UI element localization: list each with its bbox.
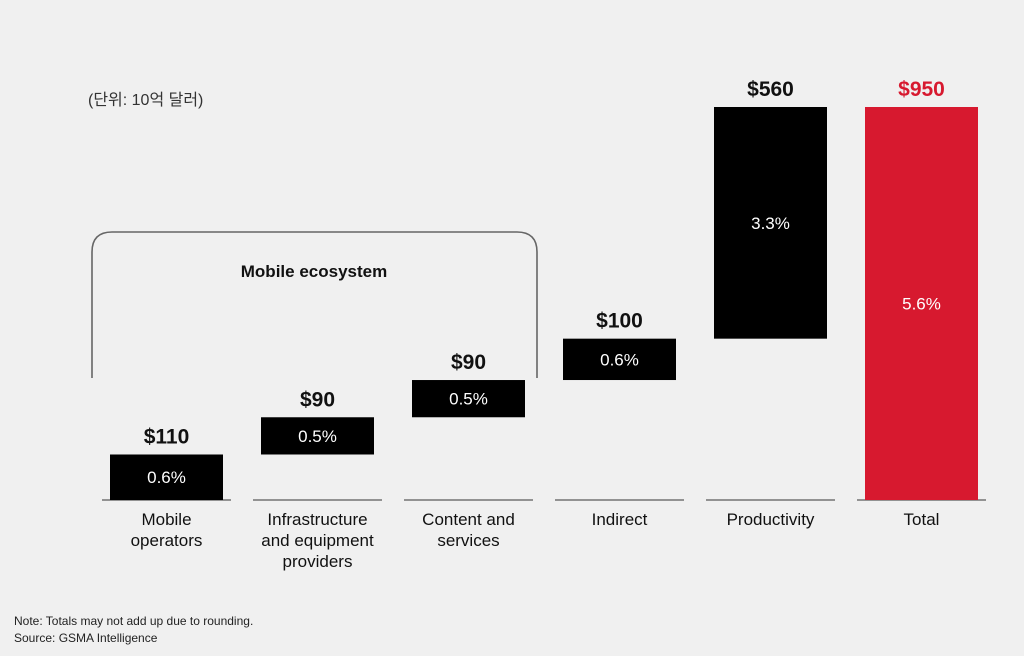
bar [412, 380, 525, 418]
category-label: Productivity [727, 510, 815, 529]
share-label: 0.6% [147, 468, 186, 487]
category-label: Total [904, 510, 940, 529]
category-label: Content and [422, 510, 515, 529]
category-label: Indirect [592, 510, 648, 529]
note-text: Note: Totals may not add up due to round… [14, 614, 253, 628]
value-label: $110 [144, 425, 190, 448]
value-label: $560 [747, 78, 794, 101]
bar [714, 107, 827, 339]
value-label: $950 [898, 78, 945, 101]
value-label: $90 [451, 351, 486, 374]
bar [865, 107, 978, 500]
share-label: 0.5% [449, 390, 488, 409]
share-label: 3.3% [751, 214, 790, 233]
category-label: and equipment [261, 531, 374, 550]
share-label: 5.6% [902, 295, 941, 314]
unit-label: (단위: 10억 달러) [88, 91, 203, 109]
bar [261, 417, 374, 455]
value-label: $90 [300, 388, 335, 411]
value-label: $100 [596, 310, 643, 333]
category-label: Infrastructure [267, 510, 367, 529]
bar [563, 338, 676, 381]
category-label: operators [131, 531, 203, 550]
group-label: Mobile ecosystem [241, 262, 387, 281]
category-label: providers [283, 552, 353, 571]
source-text: Source: GSMA Intelligence [14, 631, 158, 645]
bars: $110 0.6% Mobile operators $90 0.5% Infrastruc… [102, 78, 986, 571]
category-label: services [437, 531, 499, 550]
category-label: Mobile [141, 510, 191, 529]
share-label: 0.5% [298, 427, 337, 446]
group-bracket [91, 231, 538, 378]
bar [110, 454, 223, 500]
share-label: 0.6% [600, 350, 639, 369]
